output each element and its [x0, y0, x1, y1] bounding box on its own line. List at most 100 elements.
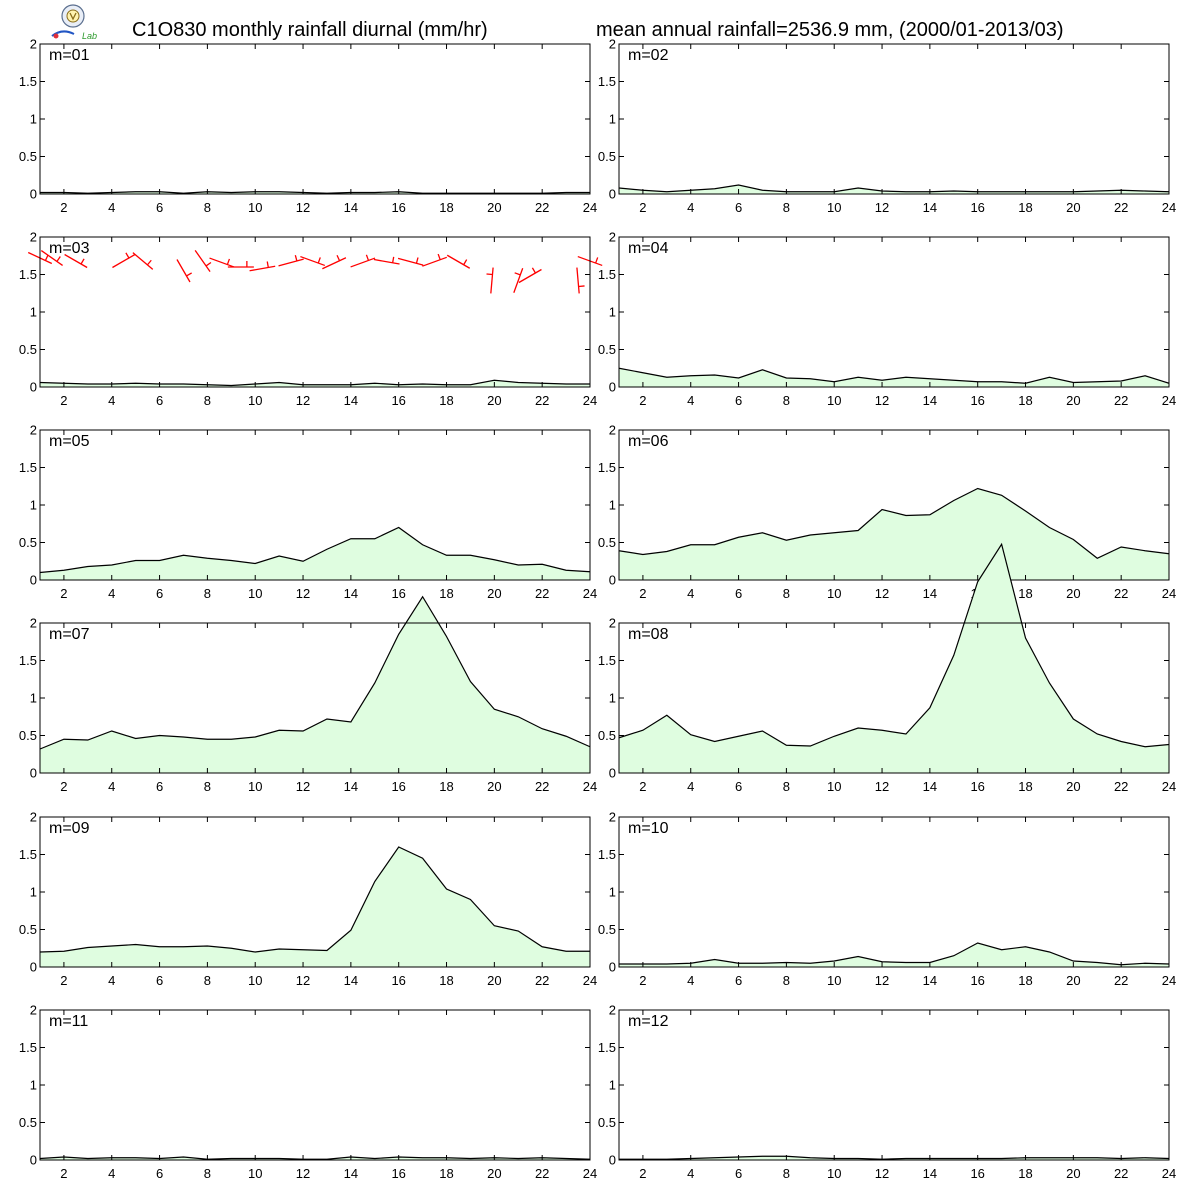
x-tick-label: 10: [827, 200, 841, 215]
x-tick-label: 20: [487, 779, 501, 794]
data-point: [231, 385, 232, 386]
data-point: [714, 544, 715, 545]
data-point: [1097, 381, 1098, 382]
x-tick-label: 24: [583, 393, 597, 408]
wind-barb-shaft: [397, 257, 424, 266]
x-tick-label: 10: [827, 973, 841, 988]
x-tick-label: 2: [60, 973, 67, 988]
data-point: [518, 930, 519, 931]
data-point: [231, 192, 232, 193]
x-tick-label: 24: [1162, 586, 1176, 601]
data-point: [690, 375, 691, 376]
y-tick-label: 0.5: [19, 1115, 37, 1130]
y-tick-label: 1: [30, 112, 37, 127]
data-point: [834, 736, 835, 737]
x-tick-label: 4: [687, 973, 694, 988]
y-tick-label: 0.5: [598, 342, 616, 357]
data-point: [326, 718, 327, 719]
wind-barb-shaft: [518, 268, 542, 284]
x-tick-label: 16: [391, 586, 405, 601]
data-point: [977, 942, 978, 943]
panel-10: 00.511.522 4 6 8 10 12 14 16 18 20 22 24m=10: [598, 810, 1176, 989]
x-tick-label: 24: [1162, 779, 1176, 794]
data-point: [905, 377, 906, 378]
x-tick-label: 14: [923, 973, 937, 988]
y-tick-label: 0: [609, 766, 616, 781]
x-tick-label: 24: [583, 586, 597, 601]
data-point: [422, 858, 423, 859]
data-point: [470, 899, 471, 900]
panel-label: m=10: [628, 820, 669, 837]
y-tick-label: 0.5: [19, 149, 37, 164]
panel-frame: [618, 43, 1170, 195]
x-tick-label: 14: [923, 200, 937, 215]
data-point: [666, 377, 667, 378]
data-point: [374, 538, 375, 539]
data-point: [1001, 191, 1002, 192]
data-point: [690, 544, 691, 545]
x-tick-label: 14: [923, 393, 937, 408]
rain-line: [39, 846, 590, 953]
data-point: [1097, 733, 1098, 734]
wind-barb-flag: [226, 258, 231, 265]
data-point: [786, 745, 787, 746]
wind-barb-flag: [392, 256, 395, 263]
y-tick-label: 1.5: [19, 74, 37, 89]
y-tick-label: 1.5: [598, 460, 616, 475]
chart-title-right: mean annual rainfall=2536.9 mm, (2000/01…: [596, 19, 1064, 41]
data-point: [953, 380, 954, 381]
wind-barb-shaft: [422, 256, 448, 267]
wind-barb-shaft: [576, 267, 580, 294]
wind-barb: [112, 252, 136, 269]
logo-seal-glyph: [69, 12, 77, 21]
wind-barb: [132, 252, 154, 270]
data-point: [565, 192, 566, 193]
data-point: [1049, 527, 1050, 528]
logo-text: Lab: [82, 31, 97, 41]
data-point: [1025, 510, 1026, 511]
data-point: [255, 736, 256, 737]
panel-frame: [39, 43, 591, 195]
panel-label: m=04: [628, 240, 669, 257]
y-tick-label: 2: [609, 1003, 616, 1018]
data-point: [518, 564, 519, 565]
data-point: [905, 191, 906, 192]
data-point: [858, 956, 859, 957]
wind-barb: [373, 256, 400, 265]
x-tick-label: 8: [204, 586, 211, 601]
data-point: [135, 191, 136, 192]
data-point: [279, 1158, 280, 1159]
x-tick-label: 22: [535, 973, 549, 988]
wind-barb-shaft: [132, 252, 154, 270]
x-tick-label: 22: [535, 393, 549, 408]
data-point: [1144, 1157, 1145, 1158]
x-tick-label: 18: [439, 973, 453, 988]
data-point: [858, 377, 859, 378]
wind-barb: [322, 255, 347, 270]
data-point: [738, 537, 739, 538]
data-point: [279, 948, 280, 949]
wind-barb-flag: [595, 257, 599, 264]
data-point: [470, 384, 471, 385]
panel-3: 00.511.522 4 6 8 10 12 14 16 18 20 22 24m=03: [19, 230, 603, 408]
y-tick-label: 0.5: [19, 535, 37, 550]
data-point: [565, 383, 566, 384]
wind-barb-shaft: [209, 257, 235, 268]
x-tick-label: 22: [1114, 779, 1128, 794]
x-tick-label: 2: [639, 779, 646, 794]
y-tick-label: 0.5: [598, 728, 616, 743]
data-point: [494, 925, 495, 926]
y-tick-label: 2: [609, 423, 616, 438]
x-tick-label: 18: [1018, 1166, 1032, 1181]
data-point: [929, 707, 930, 708]
x-tick-label: 24: [1162, 1166, 1176, 1181]
logo-swoosh: [51, 30, 75, 37]
data-point: [518, 716, 519, 717]
x-tick-label: 22: [1114, 200, 1128, 215]
data-point: [159, 560, 160, 561]
data-point: [446, 888, 447, 889]
x-tick-label: 20: [1066, 200, 1080, 215]
x-tick-label: 8: [204, 973, 211, 988]
data-point: [87, 947, 88, 948]
wind-barb-flag: [125, 252, 130, 259]
